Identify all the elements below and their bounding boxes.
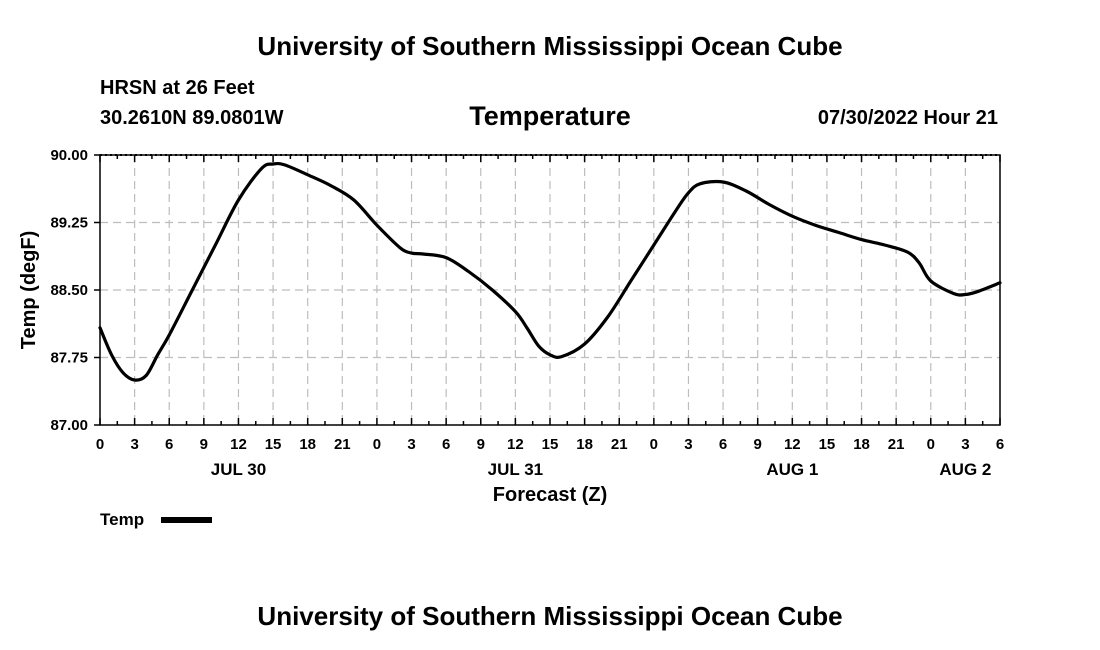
date-labels: JUL 30 JUL 31 AUG 1 AUG 2 bbox=[211, 460, 992, 479]
x-tick-label: 18 bbox=[853, 436, 870, 453]
y-tick-label: 89.25 bbox=[50, 215, 88, 232]
x-tick-label: 18 bbox=[299, 436, 316, 453]
timestamp-label: 07/30/2022 Hour 21 bbox=[818, 107, 998, 129]
grid-lines bbox=[100, 155, 1000, 425]
date-label: JUL 30 bbox=[211, 460, 266, 479]
x-tick-label: 15 bbox=[542, 436, 559, 453]
x-axis: 0 3 6 9 12 15 18 21 0 3 6 9 12 15 18 21 0 3 6 9 12 15 18 21 0 3 6 bbox=[96, 155, 1004, 453]
x-tick-label: 21 bbox=[611, 436, 628, 453]
x-tick-label: 6 bbox=[442, 436, 450, 453]
date-label: AUG 2 bbox=[939, 460, 991, 479]
x-tick-label: 9 bbox=[200, 436, 208, 453]
x-tick-label: 3 bbox=[684, 436, 692, 453]
x-tick-label: 15 bbox=[819, 436, 836, 453]
y-tick-label: 87.75 bbox=[50, 350, 88, 367]
x-tick-label: 12 bbox=[230, 436, 247, 453]
x-tick-label: 21 bbox=[334, 436, 351, 453]
x-tick-label: 15 bbox=[265, 436, 282, 453]
date-label: JUL 31 bbox=[488, 460, 543, 479]
legend-label: Temp bbox=[100, 510, 144, 529]
date-label: AUG 1 bbox=[766, 460, 818, 479]
location-label: 30.2610N 89.0801W bbox=[100, 107, 284, 129]
x-tick-label: 9 bbox=[477, 436, 485, 453]
x-tick-label: 6 bbox=[165, 436, 173, 453]
x-tick-label: 3 bbox=[961, 436, 969, 453]
y-tick-label: 88.50 bbox=[50, 282, 88, 299]
x-axis-label: Forecast (Z) bbox=[493, 484, 607, 506]
x-tick-label: 6 bbox=[719, 436, 727, 453]
x-tick-label: 0 bbox=[650, 436, 658, 453]
y-axis-label: Temp (degF) bbox=[18, 231, 40, 350]
x-tick-label: 9 bbox=[754, 436, 762, 453]
x-tick-label: 12 bbox=[507, 436, 524, 453]
x-tick-label: 3 bbox=[407, 436, 415, 453]
x-tick-label: 0 bbox=[96, 436, 104, 453]
y-axis: 87.00 87.75 88.50 89.25 90.00 bbox=[50, 147, 100, 434]
x-tick-label: 12 bbox=[784, 436, 801, 453]
footer-title: University of Southern Mississippi Ocean… bbox=[257, 601, 842, 631]
x-tick-label: 21 bbox=[888, 436, 905, 453]
chart-title: University of Southern Mississippi Ocean… bbox=[257, 31, 842, 61]
station-label: HRSN at 26 Feet bbox=[100, 77, 255, 99]
legend: Temp bbox=[100, 510, 212, 529]
variable-label: Temperature bbox=[469, 101, 631, 131]
x-tick-label: 0 bbox=[373, 436, 381, 453]
y-tick-label: 87.00 bbox=[50, 417, 88, 434]
y-tick-label: 90.00 bbox=[50, 147, 88, 164]
x-tick-label: 0 bbox=[927, 436, 935, 453]
x-tick-label: 6 bbox=[996, 436, 1004, 453]
x-tick-label: 3 bbox=[130, 436, 138, 453]
temp-series-line bbox=[98, 161, 1002, 382]
x-tick-label: 18 bbox=[576, 436, 593, 453]
